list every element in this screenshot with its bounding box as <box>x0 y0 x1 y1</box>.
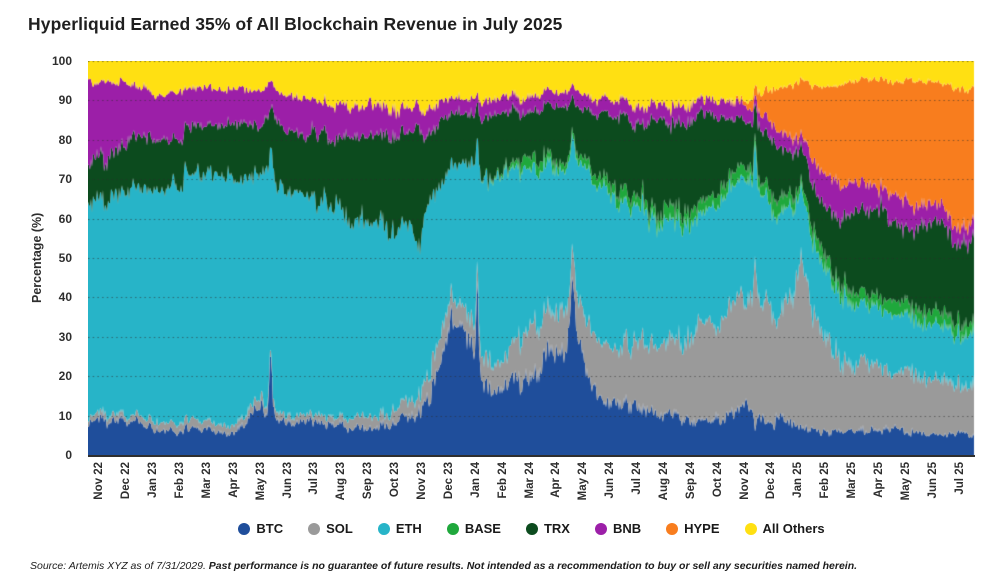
y-tick-80: 80 <box>58 132 72 147</box>
x-label-jan-23: Jan 23 <box>147 462 160 498</box>
legend-dot-hype <box>666 522 679 535</box>
legend-item-eth: ETH <box>377 521 422 536</box>
legend-item-btc: BTC <box>238 521 283 536</box>
legend-item-bnb: BNB <box>594 521 642 536</box>
x-label-jul-23: Jul 23 <box>308 462 321 495</box>
y-tick-0: 0 <box>65 448 72 462</box>
x-label-dec-22: Dec 22 <box>120 462 133 500</box>
x-label-feb-25: Feb 25 <box>819 462 832 499</box>
x-label-jun-25: Jun 25 <box>926 462 939 499</box>
x-label-sep-23: Sep 23 <box>362 462 375 500</box>
legend-label: TRX <box>543 521 570 536</box>
y-tick-40: 40 <box>58 290 72 305</box>
x-label-mar-25: Mar 25 <box>846 462 859 499</box>
x-label-mar-23: Mar 23 <box>200 462 213 499</box>
legend: BTC SOL ETH BASE TRX BNB HYPE All Others <box>88 521 975 536</box>
x-label-apr-25: Apr 25 <box>872 462 885 498</box>
x-label-aug-24: Aug 24 <box>657 462 670 501</box>
footer-disclaimer: Source: Artemis XYZ as of 7/31/2029. Pas… <box>30 560 857 572</box>
y-tick-90: 90 <box>58 93 72 108</box>
x-label-feb-24: Feb 24 <box>496 462 509 499</box>
y-tick-10: 10 <box>58 408 72 423</box>
y-tick-30: 30 <box>58 329 72 344</box>
x-label-dec-23: Dec 23 <box>442 462 455 500</box>
footer-note: Past performance is no guarantee of futu… <box>208 560 858 572</box>
legend-dot-sol <box>308 522 321 535</box>
legend-dot-eth <box>377 522 390 535</box>
x-label-jul-24: Jul 24 <box>631 462 643 495</box>
legend-label: SOL <box>326 521 353 536</box>
y-tick-70: 70 <box>58 172 72 187</box>
legend-label: ETH <box>395 521 422 536</box>
legend-label: HYPE <box>684 521 720 536</box>
plot-area <box>88 61 975 457</box>
legend-dot-btc <box>238 522 251 535</box>
legend-dot-all-others <box>744 522 757 535</box>
x-label-jan-24: Jan 24 <box>469 462 482 498</box>
legend-label: BNB <box>612 521 642 536</box>
legend-label: BASE <box>464 521 501 536</box>
x-label-nov-24: Nov 24 <box>738 462 751 500</box>
x-axis-labels: Nov 22 Dec 22 Jan 23 Feb 23 Mar 23 Apr 23 May … <box>88 459 975 517</box>
y-tick-60: 60 <box>58 211 72 226</box>
x-label-jun-23: Jun 23 <box>281 462 294 499</box>
x-label-may-25: May 25 <box>899 462 912 501</box>
x-label-apr-24: Apr 24 <box>550 462 563 498</box>
x-label-oct-24: Oct 24 <box>711 462 724 498</box>
y-tick-50: 50 <box>58 251 72 265</box>
y-tick-20: 20 <box>58 369 72 384</box>
chart-title: Hyperliquid Earned 35% of All Blockchain… <box>28 14 563 34</box>
x-label-feb-23: Feb 23 <box>174 462 187 499</box>
x-label-apr-23: Apr 23 <box>227 462 240 498</box>
x-label-dec-24: Dec 24 <box>765 462 778 500</box>
x-label-jun-24: Jun 24 <box>604 462 617 499</box>
x-label-oct-23: Oct 23 <box>389 462 402 498</box>
x-label-may-24: May 24 <box>577 462 590 501</box>
legend-dot-bnb <box>594 522 607 535</box>
x-label-nov-22: Nov 22 <box>93 462 106 500</box>
legend-label: BTC <box>256 521 284 536</box>
legend-item-sol: SOL <box>308 521 353 536</box>
x-label-jul-25: Jul 25 <box>953 462 966 495</box>
y-tick-100: 100 <box>51 54 72 68</box>
legend-item-base: BASE <box>446 521 501 536</box>
legend-item-trx: TRX <box>525 521 570 536</box>
legend-item-all-others: All Others <box>744 521 825 536</box>
legend-label: All Others <box>762 521 825 536</box>
legend-dot-trx <box>525 522 538 535</box>
x-label-may-23: May 23 <box>254 462 267 501</box>
y-axis-ticks: 0 10 20 30 40 50 60 70 80 90 100 <box>0 54 80 462</box>
x-label-jan-25: Jan 25 <box>792 462 805 498</box>
revenue-stacked-area-chart <box>88 61 975 455</box>
legend-dot-base <box>446 522 459 535</box>
x-label-mar-24: Mar 24 <box>523 462 536 499</box>
footer-source: Source: Artemis XYZ as of 7/31/2029. <box>30 560 206 572</box>
legend-item-hype: HYPE <box>666 521 720 536</box>
x-label-nov-23: Nov 23 <box>415 462 428 500</box>
x-label-sep-24: Sep 24 <box>684 462 697 500</box>
x-label-aug-23: Aug 23 <box>335 462 348 501</box>
